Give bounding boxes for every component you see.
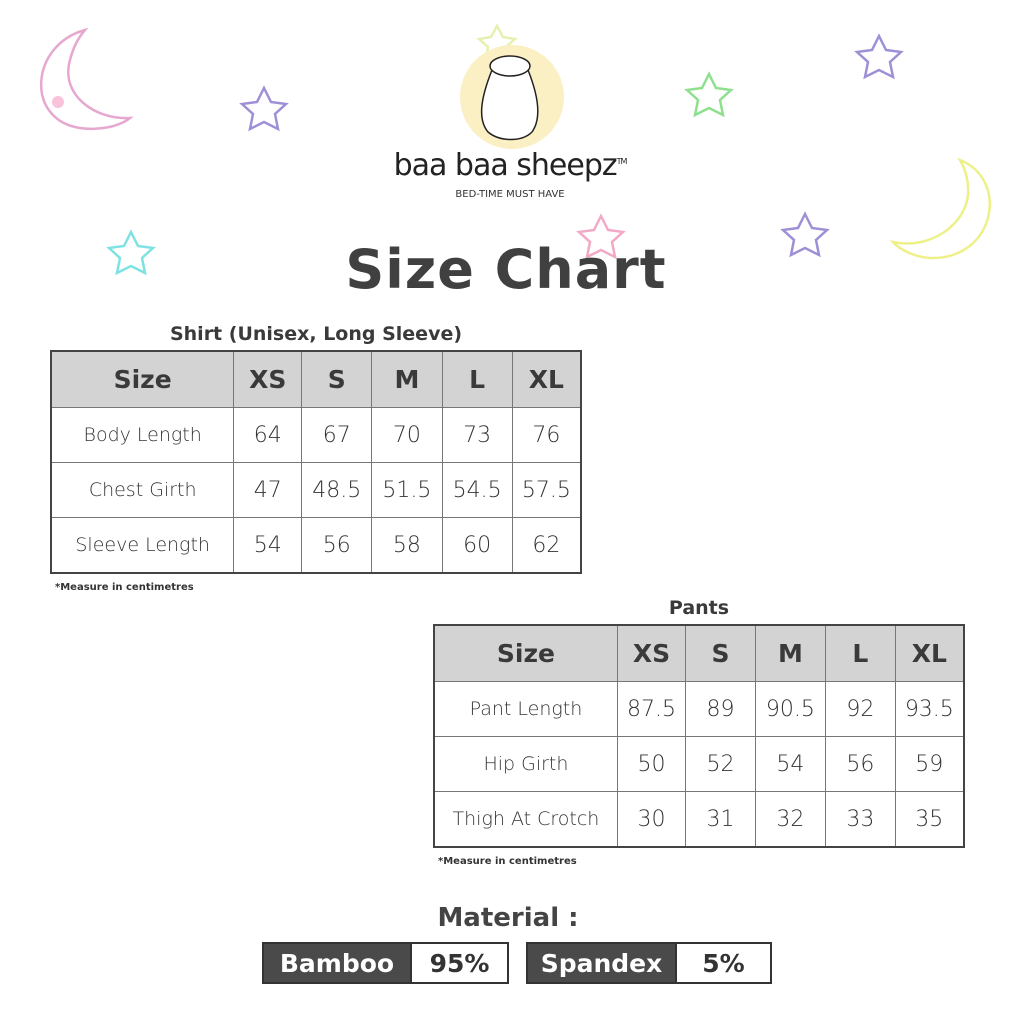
pants-note: *Measure in centimetres <box>438 856 577 867</box>
header-cell: M <box>371 350 443 408</box>
value-cell: 54 <box>233 517 303 574</box>
material-percent: 95% <box>410 944 507 982</box>
value-cell: 89 <box>685 681 756 737</box>
star-icon <box>854 33 904 80</box>
value-cell: 87.5 <box>616 681 687 737</box>
value-cell: 56 <box>825 736 896 792</box>
shirt-caption: Shirt (Unisex, Long Sleeve) <box>169 323 463 345</box>
table-row: Thigh At Crotch 30 31 32 33 35 <box>433 791 965 848</box>
value-cell: 93.5 <box>894 681 965 737</box>
header-cell: M <box>754 624 827 682</box>
table-row: Pant Length 87.5 89 90.5 92 93.5 <box>433 681 965 737</box>
material-spandex: Spandex 5% <box>526 942 772 984</box>
value-cell: 90.5 <box>754 681 827 737</box>
header-cell: S <box>685 624 756 682</box>
sheep-logo-icon <box>460 45 564 149</box>
header-cell: S <box>301 350 373 408</box>
material-percent: 5% <box>675 944 770 982</box>
row-label: Body Length <box>50 407 235 463</box>
value-cell: 62 <box>511 517 582 574</box>
value-cell: 57.5 <box>511 462 582 518</box>
material-title: Material : <box>437 903 579 933</box>
value-cell: 51.5 <box>371 462 443 518</box>
value-cell: 35 <box>894 791 965 848</box>
brand-name: baa baa sheepzTM <box>393 148 628 183</box>
value-cell: 64 <box>233 407 303 463</box>
value-cell: 54 <box>754 736 827 792</box>
table-row: Hip Girth 50 52 54 56 59 <box>433 736 965 792</box>
material-name: Spandex <box>528 944 675 982</box>
star-icon <box>780 211 830 258</box>
table-row: Sleeve Length 54 56 58 60 62 <box>50 517 582 574</box>
star-icon <box>106 229 156 276</box>
table-row: Chest Girth 47 48.5 51.5 54.5 57.5 <box>50 462 582 518</box>
page-title: Size Chart <box>345 238 667 301</box>
value-cell: 70 <box>371 407 443 463</box>
value-cell: 92 <box>825 681 896 737</box>
value-cell: 30 <box>616 791 687 848</box>
value-cell: 52 <box>685 736 756 792</box>
value-cell: 47 <box>233 462 303 518</box>
header-cell: L <box>825 624 896 682</box>
value-cell: 33 <box>825 791 896 848</box>
value-cell: 31 <box>685 791 756 848</box>
pants-size-table: Size XS S M L XL Pant Length 87.5 89 90.5 92 93.5 Hi… <box>433 624 965 848</box>
shirt-size-table: Size XS S M L XL Body Length 64 67 70 73 76 Chest Gi… <box>50 350 582 574</box>
header-cell: XS <box>616 624 687 682</box>
header-cell: Size <box>50 350 235 408</box>
material-bamboo: Bamboo 95% <box>262 942 509 984</box>
moon-icon <box>889 157 992 260</box>
value-cell: 67 <box>301 407 373 463</box>
header-row: Size XS S M L XL <box>433 624 965 682</box>
value-cell: 48.5 <box>301 462 373 518</box>
row-label: Sleeve Length <box>50 517 235 574</box>
table-row: Body Length 64 67 70 73 76 <box>50 407 582 463</box>
value-cell: 32 <box>754 791 827 848</box>
value-cell: 73 <box>441 407 513 463</box>
row-label: Pant Length <box>433 681 618 737</box>
header-cell: XL <box>894 624 965 682</box>
row-label: Thigh At Crotch <box>433 791 618 848</box>
value-cell: 76 <box>511 407 582 463</box>
value-cell: 56 <box>301 517 373 574</box>
value-cell: 59 <box>894 736 965 792</box>
value-cell: 60 <box>441 517 513 574</box>
value-cell: 58 <box>371 517 443 574</box>
decorations <box>40 23 992 276</box>
star-icon <box>239 85 289 132</box>
header-row: Size XS S M L XL <box>50 350 582 408</box>
header-cell: Size <box>433 624 618 682</box>
value-cell: 50 <box>616 736 687 792</box>
shirt-note: *Measure in centimetres <box>55 582 194 593</box>
star-icon <box>576 213 626 260</box>
brand-tagline: BED-TIME MUST HAVE <box>455 189 565 200</box>
row-label: Hip Girth <box>433 736 618 792</box>
row-label: Chest Girth <box>50 462 235 518</box>
material-name: Bamboo <box>264 944 410 982</box>
moon-icon <box>40 27 134 131</box>
star-icon <box>684 71 734 118</box>
header-cell: XL <box>511 350 582 408</box>
header-cell: L <box>441 350 513 408</box>
header-cell: XS <box>233 350 303 408</box>
value-cell: 54.5 <box>441 462 513 518</box>
pants-caption: Pants <box>668 597 730 619</box>
